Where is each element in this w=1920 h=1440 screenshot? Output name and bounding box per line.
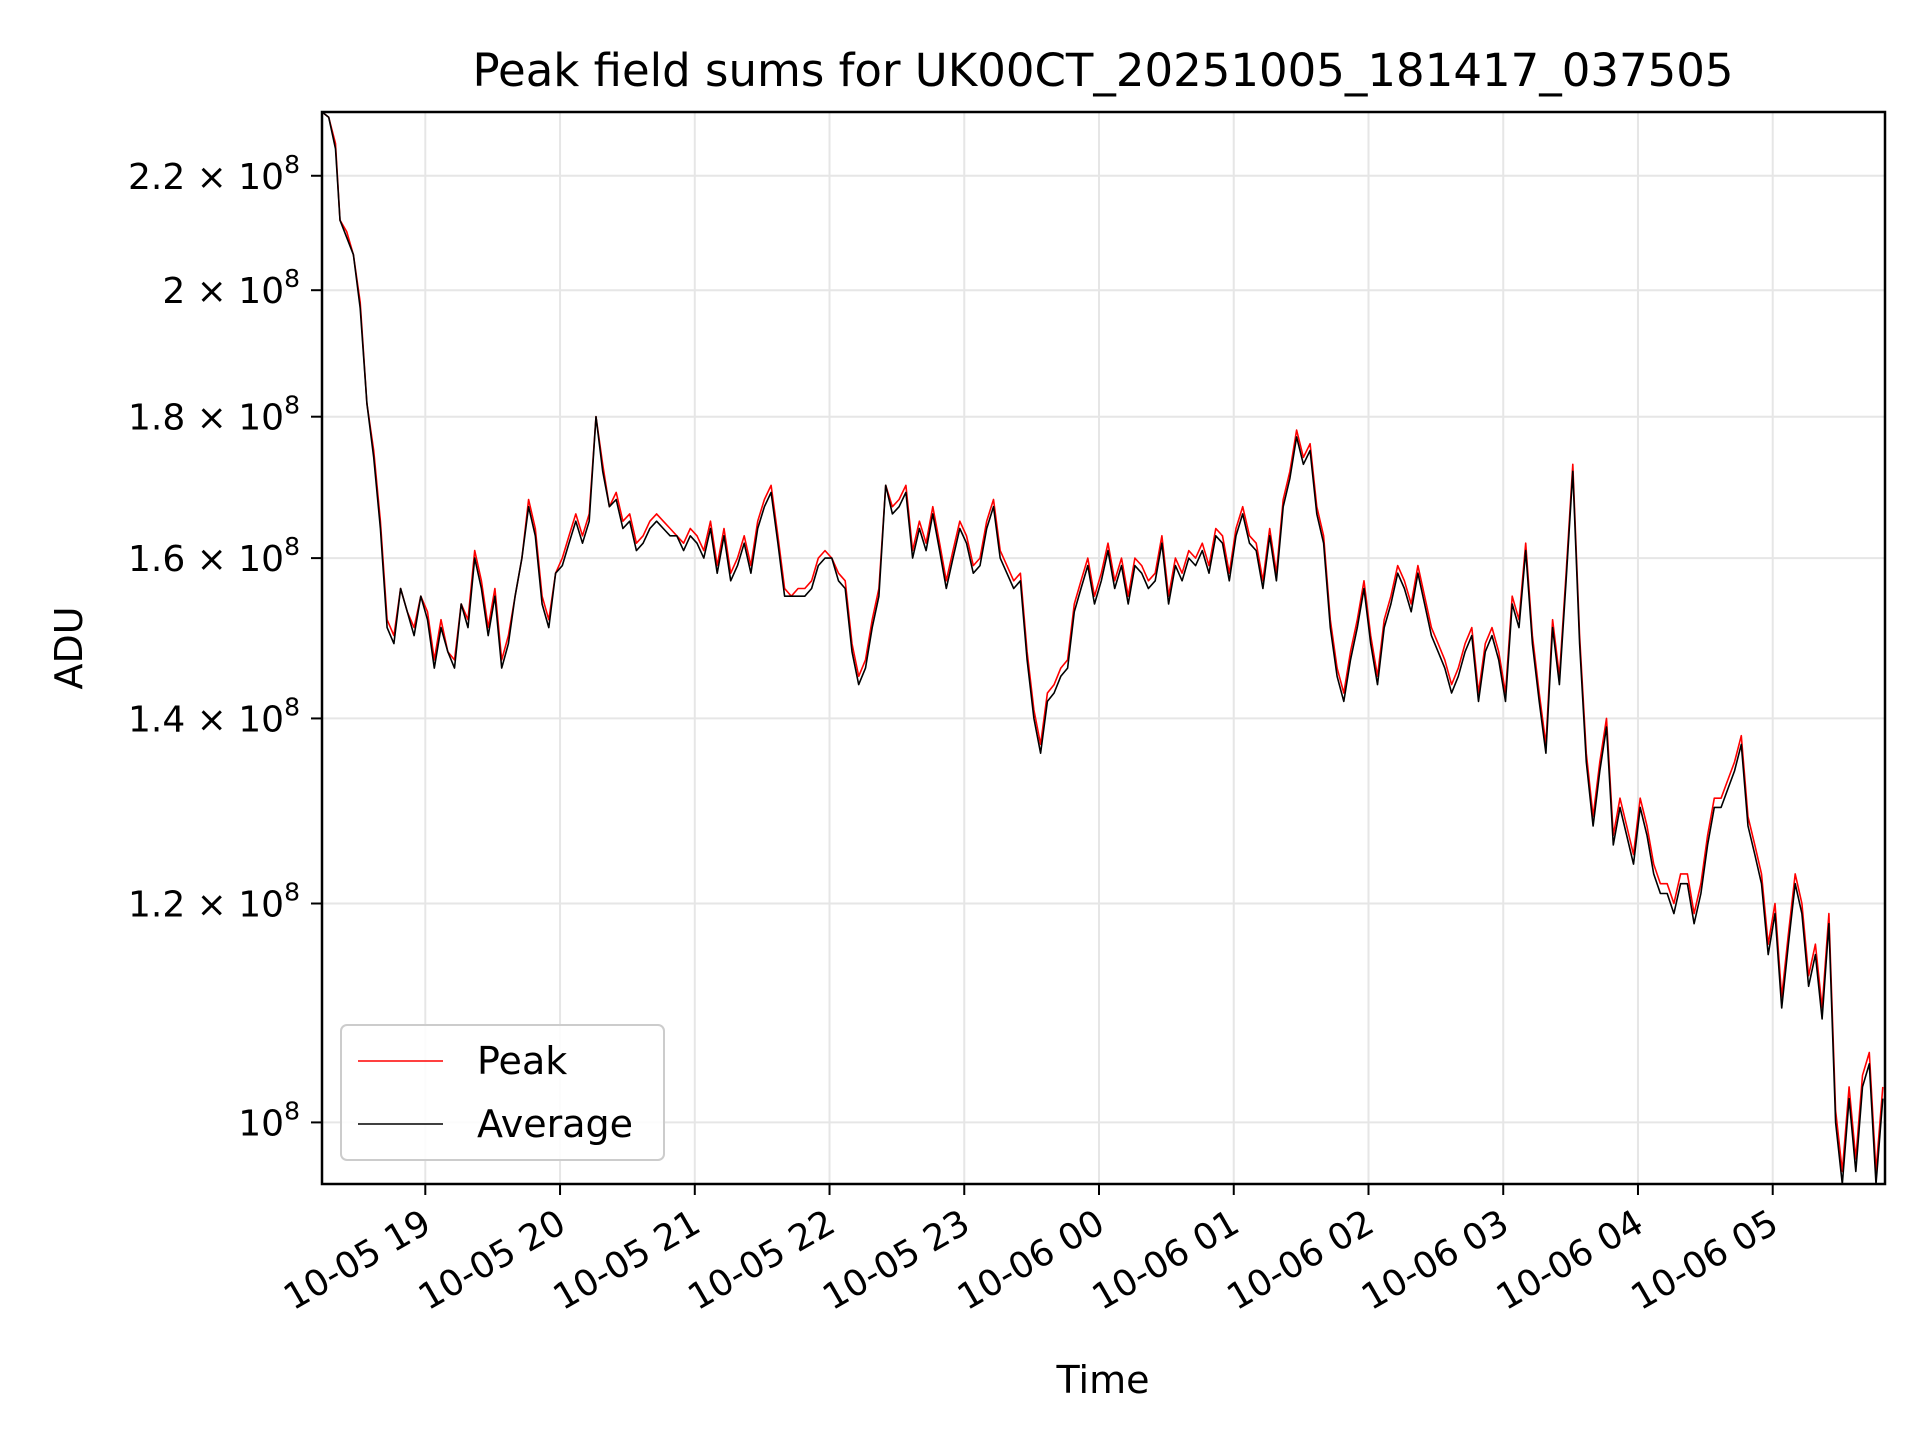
series-line-peak (322, 112, 1884, 1173)
y-axis: 108 1.2 × 108 1.4 × 108 1.6 × 108 1.8 × 108 2… (128, 150, 322, 1144)
y-tick-label: 1.6 × 108 (128, 532, 300, 580)
y-tick-label: 108 (238, 1096, 300, 1144)
y-tick-label: 1.2 × 108 (128, 878, 300, 926)
y-tick-label: 2 × 108 (162, 264, 300, 312)
chart-title: Peak field sums for UK00CT_20251005_1814… (472, 44, 1733, 97)
legend-label-peak: Peak (477, 1039, 567, 1083)
y-tick-label: 2.2 × 108 (128, 150, 300, 198)
grid (322, 112, 1885, 1184)
y-tick-label: 1.4 × 108 (128, 692, 300, 740)
legend: Peak Average (340, 1024, 665, 1161)
y-axis-label: ADU (47, 606, 91, 689)
plot-frame (320, 110, 1887, 1186)
legend-label-average: Average (477, 1102, 633, 1146)
x-axis-label: Time (1056, 1358, 1150, 1402)
legend-box (340, 1024, 665, 1161)
series-line-average (322, 112, 1884, 1184)
series-layer (322, 112, 1884, 1184)
y-tick-label: 1.8 × 108 (128, 391, 300, 439)
